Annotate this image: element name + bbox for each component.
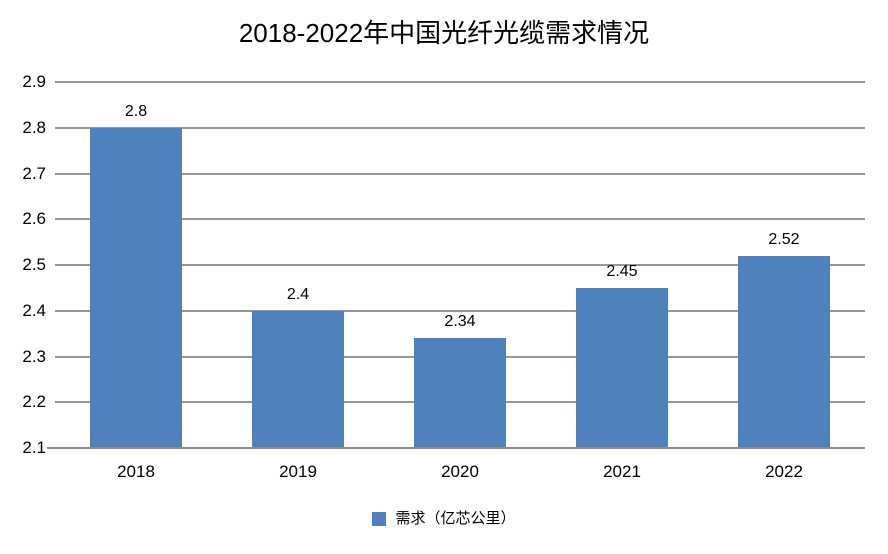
x-axis: 2018 2019 2020 2021 2022 [55, 461, 865, 485]
x-tick-label-2018: 2018 [117, 462, 155, 481]
chart-title: 2018-2022年中国光纤光缆需求情况 [238, 18, 650, 48]
gridline-2.9 [55, 81, 865, 83]
data-label-2021: 2.45 [606, 262, 638, 280]
bar-2021 [576, 287, 668, 448]
y-tick-label-2.8: 2.8 [22, 117, 46, 137]
x-axis-line [47, 447, 865, 449]
y-tick-label-2.3: 2.3 [22, 346, 46, 366]
legend: 需求（亿芯公里） [0, 507, 888, 531]
x-tick-label-2022: 2022 [765, 462, 803, 481]
y-tick-label-2.1: 2.1 [22, 438, 46, 457]
gridline-2.4 [55, 309, 865, 312]
y-tick-label-2.2: 2.2 [22, 392, 46, 412]
gridline-2.8 [55, 126, 865, 129]
legend-label: 需求（亿芯公里） [395, 510, 516, 527]
y-tick-label-2.6: 2.6 [22, 209, 46, 229]
x-tick-label-2019: 2019 [279, 462, 317, 481]
gridline-2.5 [55, 264, 865, 266]
data-label-2019: 2.4 [286, 285, 310, 303]
bar-2020 [414, 338, 506, 448]
plot-area: 2.8 2.4 2.34 2.45 2.52 [55, 81, 865, 449]
bar-2018 [90, 127, 182, 448]
x-tick-label-2021: 2021 [603, 462, 641, 481]
data-label-2022: 2.52 [768, 230, 800, 248]
y-tick-label-2.5: 2.5 [22, 255, 46, 274]
data-label-2020: 2.34 [444, 313, 476, 331]
x-tick-label-2020: 2020 [441, 462, 479, 481]
y-tick-label-2.7: 2.7 [22, 163, 46, 183]
gridline-2.7 [55, 172, 865, 175]
gridline-2.6 [55, 218, 865, 221]
y-tick-label-2.9: 2.9 [22, 72, 46, 91]
bar-2019 [252, 310, 344, 448]
bar-2022 [738, 255, 830, 448]
y-tick-label-2.4: 2.4 [22, 300, 46, 320]
legend-marker-icon [372, 512, 387, 526]
data-label-2018: 2.8 [124, 102, 148, 120]
y-axis: 2.9 2.8 2.7 2.6 2.5 2.4 2.3 2.2 2.1 [0, 72, 46, 457]
